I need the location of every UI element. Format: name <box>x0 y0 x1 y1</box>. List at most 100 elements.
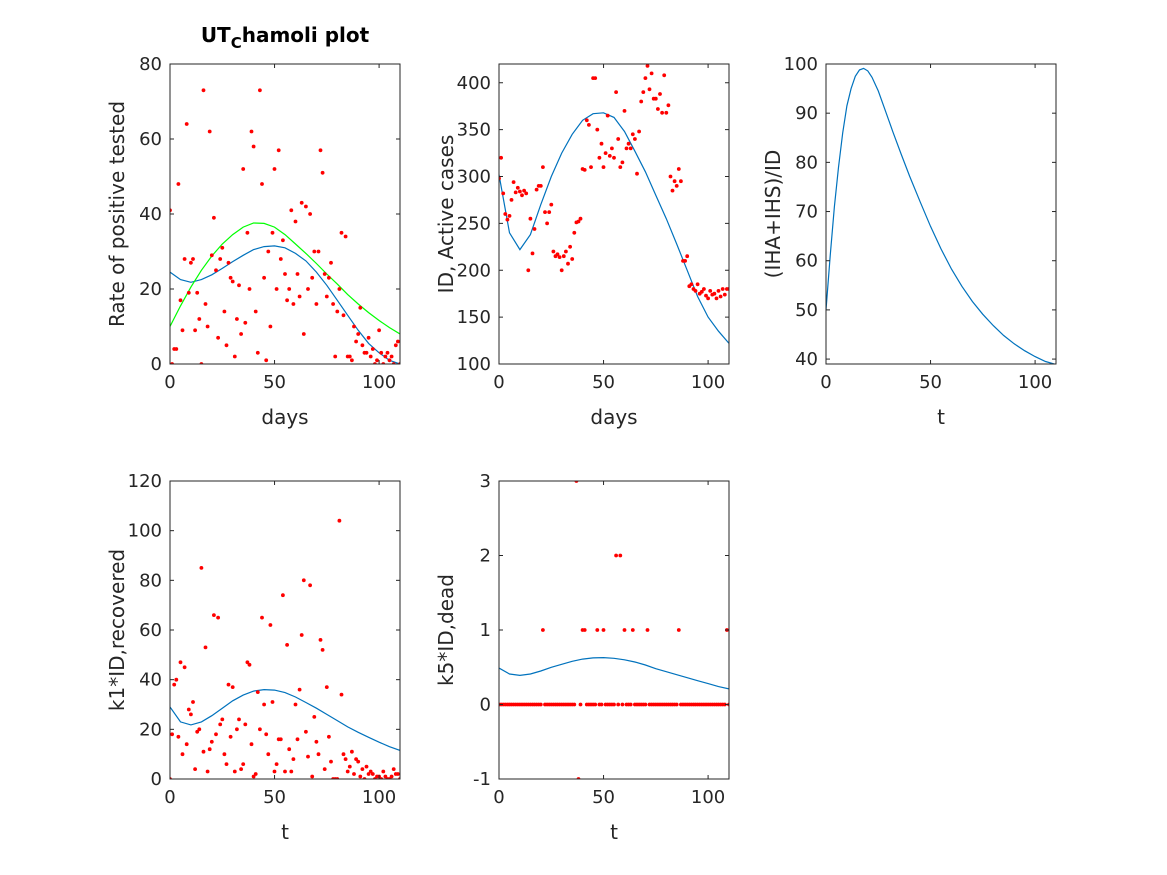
plot4-data-point <box>352 772 356 776</box>
plot4-y-tick-label: 120 <box>128 471 162 492</box>
plot4-data-point <box>264 732 269 737</box>
plot1-data-point <box>205 324 210 329</box>
plot4-data-point <box>253 772 258 776</box>
plot2-data-point <box>538 184 543 188</box>
plot4-data-point <box>207 747 212 752</box>
plot1-data-point <box>314 302 319 306</box>
plot4-data-point <box>320 648 325 652</box>
figure-title: UTChamoli plot <box>201 23 370 52</box>
plot1-data-point <box>249 129 254 134</box>
plot1-data-point <box>299 200 304 205</box>
plot1-y-tick-label: 20 <box>139 279 162 300</box>
plot4-data-point <box>358 774 363 779</box>
plot4-data-point <box>308 583 312 588</box>
plot1-group: 0 50 100 0 20 40 60 80 days Rate of positive test… <box>105 54 401 429</box>
plot4-data-point <box>262 702 266 707</box>
plot4-data-point <box>278 737 283 742</box>
plot4-series-line-0 <box>170 688 400 751</box>
plot2-data-point <box>503 212 508 216</box>
plot1-data-point <box>301 332 306 336</box>
plot2-data-point <box>576 219 581 224</box>
plot5-y-tick-label: 1 <box>480 620 491 641</box>
plot1-data-point <box>329 260 333 265</box>
plot2-y-tick-label: 250 <box>457 213 491 234</box>
plot2-data-point <box>511 180 516 185</box>
plot3-y-tick-label: 70 <box>795 202 818 223</box>
plot2-data-point <box>637 129 641 134</box>
plot5-data-point <box>595 628 600 632</box>
plot2-data-point <box>626 141 631 146</box>
plot1-data-point <box>174 347 179 351</box>
plot2-data-point <box>699 289 704 294</box>
plot2-x-axis-label: days <box>590 405 637 429</box>
plot2-data-point <box>653 96 658 101</box>
plot5-data-point <box>614 553 618 558</box>
plot5-y-tick-label: 0 <box>480 695 491 716</box>
plot1-data-point <box>289 208 294 213</box>
plot1-data-point <box>195 290 200 295</box>
plot4-data-point <box>285 643 289 647</box>
plot2-y-axis-label: ID, Active cases <box>434 135 458 294</box>
plot2-data-point <box>515 185 520 190</box>
plot1-data-point <box>306 287 310 291</box>
plot4-data-point <box>218 722 223 727</box>
plot4-y-tick-label: 60 <box>139 620 162 641</box>
plot2-data-point <box>599 141 604 146</box>
plot2-data-point <box>501 191 506 196</box>
plot1-data-point <box>347 354 352 359</box>
plot3-y-tick-label: 80 <box>795 152 818 173</box>
plot4-data-point <box>347 764 352 769</box>
plot2-data-point <box>614 90 618 94</box>
plot5-data-point <box>582 628 587 632</box>
plot5-data-point <box>616 702 621 707</box>
plot4-data-point <box>389 774 394 779</box>
plot1-data-point <box>343 234 348 239</box>
plot2-data-point <box>612 155 616 160</box>
plot4-data-point <box>228 734 233 739</box>
plot1-data-point <box>337 287 342 291</box>
plot4-data-point <box>360 767 365 771</box>
plot1-x-tick-label: 50 <box>263 372 286 393</box>
plot2-data-point <box>689 282 694 287</box>
plot2-data-point <box>695 282 700 287</box>
plot4-data-point <box>391 767 396 771</box>
plot4-data-point <box>241 762 246 766</box>
plot1-y-axis-label: Rate of positive tested <box>105 101 129 327</box>
plot2-data-point <box>524 191 529 196</box>
plot1-data-point <box>243 320 248 325</box>
plot5-data-point <box>572 702 577 707</box>
plot4-data-point <box>306 754 310 759</box>
plot4-data-point <box>329 759 333 764</box>
plot1-data-point <box>333 354 338 359</box>
plot4-y-axis-label: k1*ID,recovered <box>105 549 129 711</box>
plot2-data-point <box>693 289 698 293</box>
plot2-data-point <box>670 188 675 193</box>
plot2-data-point <box>649 71 654 76</box>
plot2-data-point <box>666 103 671 108</box>
plot1-data-point <box>341 313 346 318</box>
plot1-data-point <box>293 219 298 224</box>
plot1-data-point <box>393 343 398 348</box>
plot1-data-point <box>377 328 381 333</box>
plot5-y-axis-label: k5*ID,dead <box>434 574 458 686</box>
plot2-data-point <box>622 109 627 113</box>
plot2-data-point <box>559 268 564 273</box>
plot1-data-point <box>366 335 371 340</box>
plot1-data-point <box>218 257 223 261</box>
plot2-data-point <box>674 184 679 188</box>
plot4-data-point <box>243 722 248 727</box>
plot4-data-point <box>301 578 306 583</box>
plot5-data-point <box>538 702 543 707</box>
plot1-data-point <box>389 354 394 359</box>
plot1-data-point <box>364 350 369 355</box>
plot4-x-tick-label: 0 <box>164 787 175 808</box>
plot2-data-point <box>572 230 577 235</box>
plot5-series-line-0 <box>499 656 729 690</box>
plot3-series <box>826 67 1056 364</box>
plot3-group: 0 50 100 40 50 60 70 80 90 100 t (IHA+IHS)/ID <box>761 54 1057 429</box>
plot1-data-point <box>274 287 279 291</box>
plot4-data-point <box>299 633 304 637</box>
plot2-x-tick-label: 100 <box>691 372 725 393</box>
plot2-data-point <box>582 168 587 172</box>
plot2-data-point <box>722 292 727 297</box>
